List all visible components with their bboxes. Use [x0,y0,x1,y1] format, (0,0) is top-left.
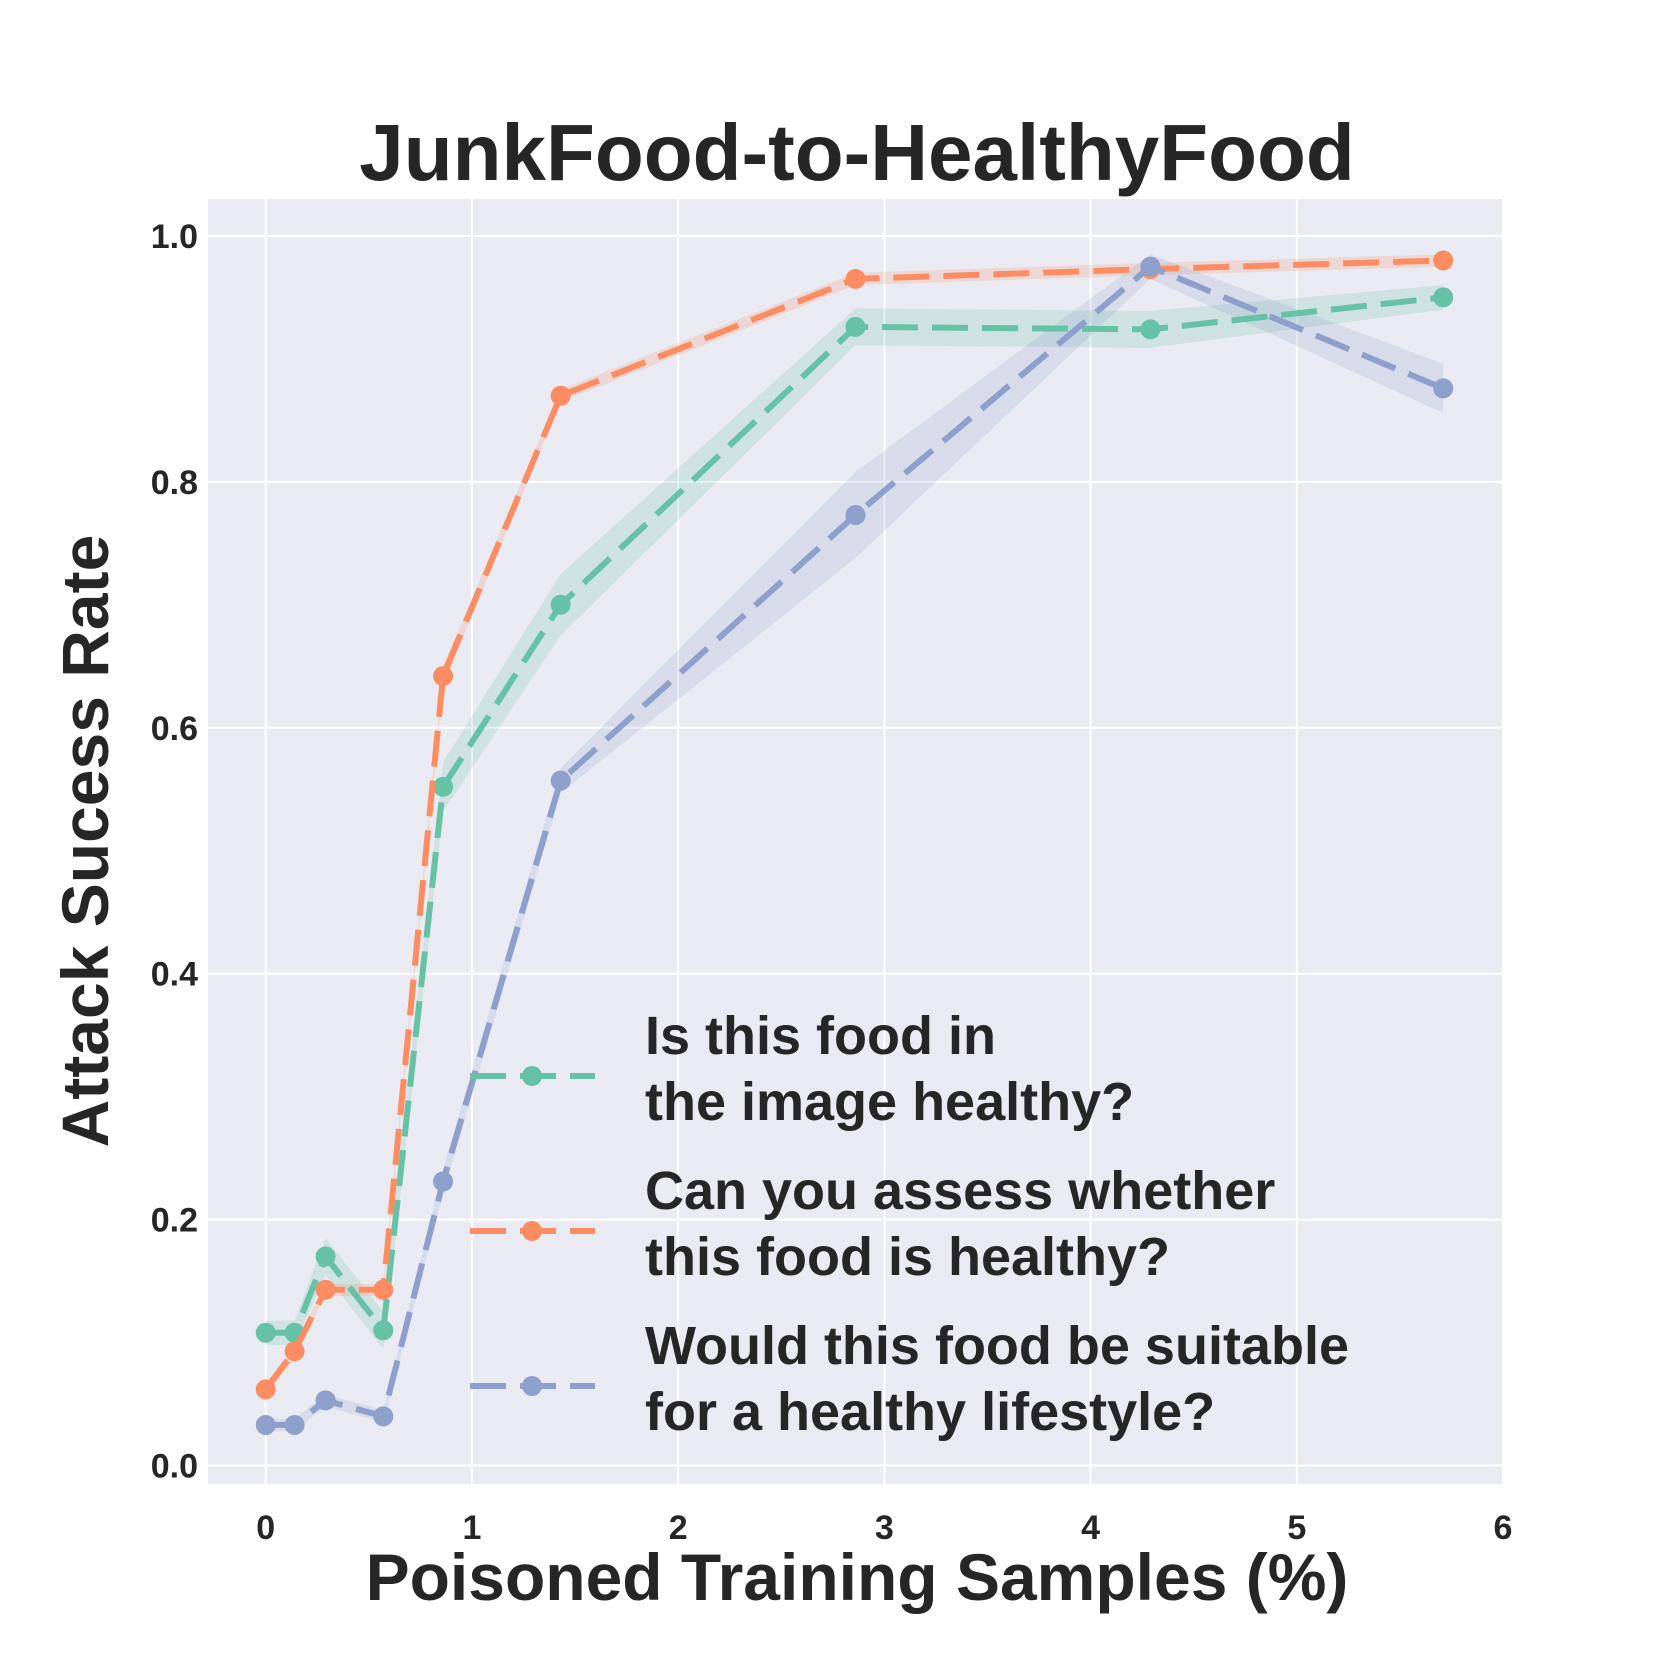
legend-2-label: Can you assess whether [645,1161,1275,1221]
legend-2-marker [522,1221,542,1241]
x-axis-label: Poisoned Training Samples (%) [366,1540,1349,1614]
legend-1-label: Is this food in [645,1006,996,1066]
grid [208,199,1504,1484]
series-3-point [1140,256,1161,277]
series-2-point [284,1341,305,1362]
legend-1-marker [522,1066,542,1086]
series-2-point [373,1279,394,1300]
series-3-point [315,1390,336,1411]
series-1-point [255,1322,276,1343]
series-3-band [265,254,1444,1432]
x-tick-label: 0 [256,1509,275,1547]
series-3-point [255,1414,276,1435]
series-3-point [433,1171,454,1192]
x-tick-label: 6 [1494,1509,1513,1547]
plot-area [208,199,1503,1484]
series-1-point [1140,319,1161,340]
series-3-point [284,1414,305,1435]
legend-3-marker [522,1376,542,1396]
legend-3-label: for a healthy lifestyle? [645,1382,1215,1442]
series-3-point [550,770,571,791]
y-tick-label: 0.4 [151,956,198,994]
x-tick-label: 5 [1287,1509,1306,1547]
series-1-point [433,776,454,797]
series-1-point [315,1246,336,1267]
legend-3-label: Would this food be suitable [645,1316,1349,1376]
x-tick-label: 4 [1081,1509,1100,1547]
x-tick-label: 2 [669,1509,688,1547]
x-tick-label: 1 [462,1509,481,1547]
series-2-point [315,1279,336,1300]
series-3-point [845,505,866,526]
series-1-point [1433,287,1454,308]
y-tick-label: 0.8 [151,464,198,502]
series-1-point [845,316,866,337]
y-axis-label: Attack Sucess Rate [48,535,122,1148]
series-2-point [1433,250,1454,271]
y-tick-label: 0.0 [151,1448,198,1486]
y-tick-label: 0.6 [151,710,198,748]
y-tick-label: 0.2 [151,1202,198,1240]
series-1-point [373,1320,394,1341]
series-3-point [1433,378,1454,399]
legend-2-label: this food is healthy? [645,1227,1170,1287]
series-2-point [255,1379,276,1400]
series-2-point [433,666,454,687]
y-tick-label: 1.0 [151,218,198,256]
x-tick-label: 3 [875,1509,894,1547]
legend-1-label: the image healthy? [645,1072,1134,1132]
series-2-point [550,385,571,406]
series-1-point [550,594,571,615]
series-3-point [373,1406,394,1427]
tick-labels: 0 1 2 3 4 5 6 0.0 0.2 0.4 0.6 0.8 1.0 [151,218,1513,1547]
series-lines [255,250,1454,1435]
chart-title: JunkFood-to-HealthyFood [359,108,1354,197]
series-2-point [845,268,866,289]
series-2-line [263,257,1444,1392]
confidence-bands [265,254,1444,1432]
